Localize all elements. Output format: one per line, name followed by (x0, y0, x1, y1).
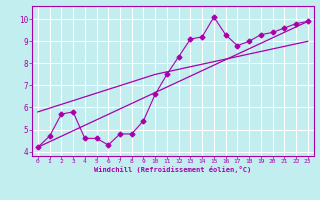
X-axis label: Windchill (Refroidissement éolien,°C): Windchill (Refroidissement éolien,°C) (94, 166, 252, 173)
